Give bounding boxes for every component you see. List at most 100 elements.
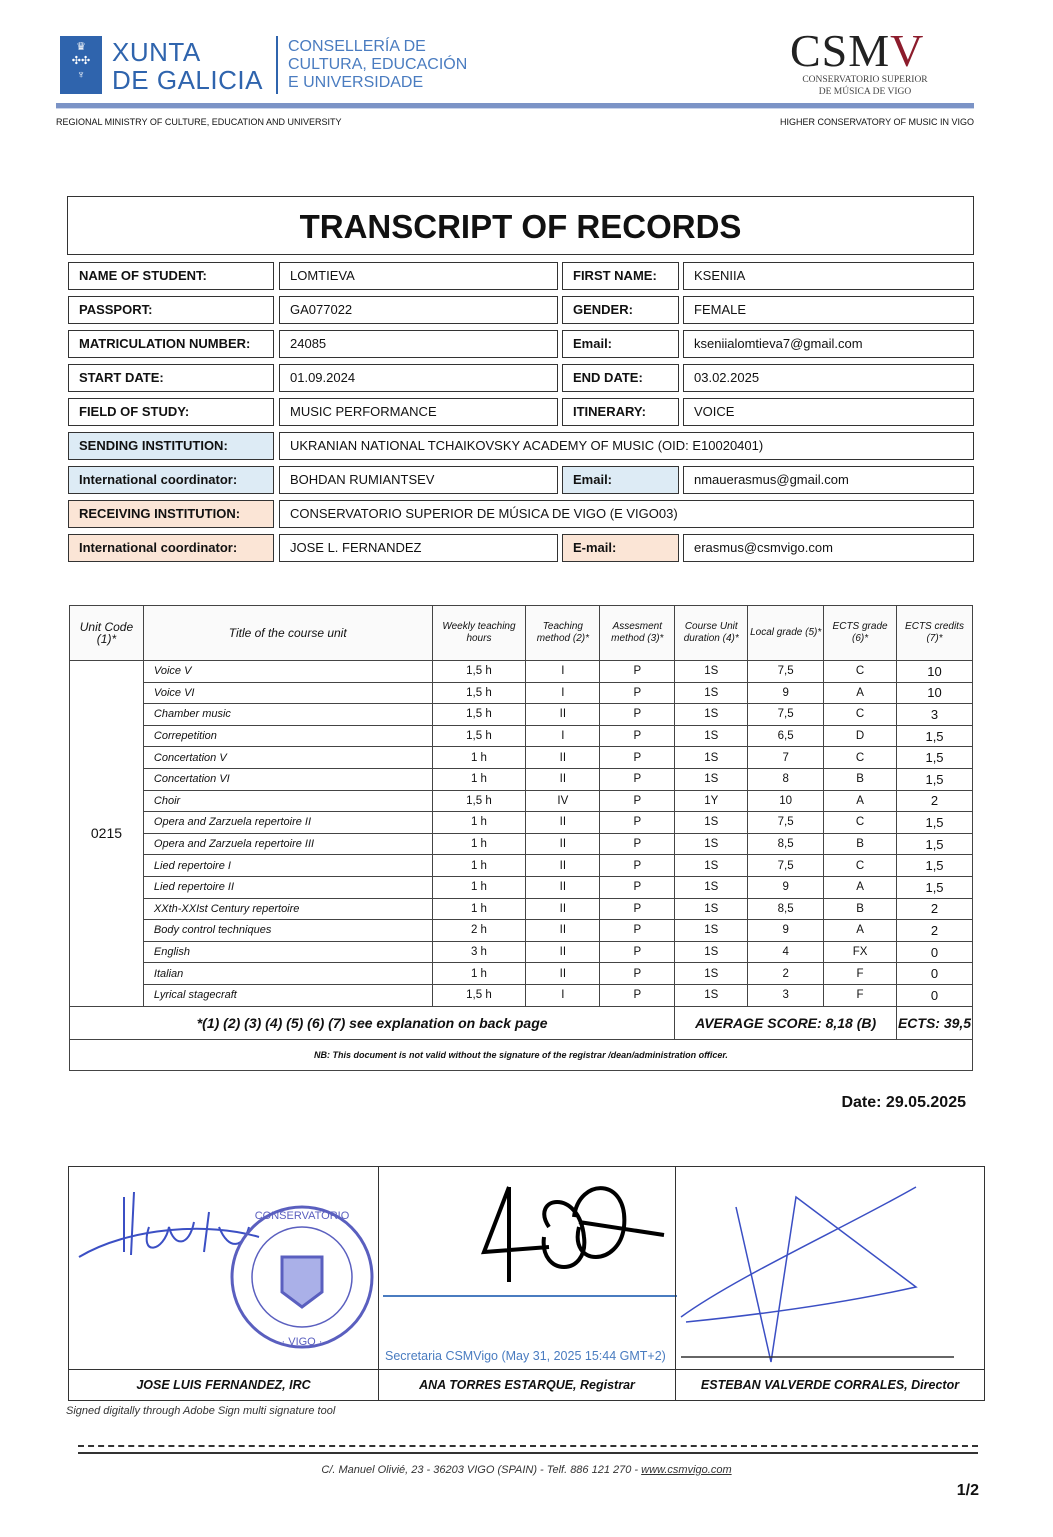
info-first-name: KSENIIA	[683, 262, 974, 290]
ects-grade: C	[823, 811, 898, 834]
assessment-method: P	[599, 811, 676, 834]
weekly-hours: 1,5 h	[431, 703, 527, 726]
assessment-method: P	[599, 746, 676, 769]
nb-row: NB: This document is not valid without t…	[69, 1038, 973, 1071]
table-row: Chamber music 1,5 h II P 1S 7,5 C 3	[70, 703, 973, 726]
svg-text:· VIGO ·: · VIGO ·	[282, 1336, 323, 1348]
weekly-hours: 1 h	[431, 811, 527, 834]
table-row: Opera and Zarzuela repertoire II 1 h II P 1S…	[70, 811, 973, 834]
info-send-coord-label: International coordinator:	[68, 466, 274, 494]
csmv-sub2: DE MÚSICA DE VIGO	[818, 87, 912, 97]
weekly-hours: 1,5 h	[431, 724, 527, 748]
info-matric-label: MATRICULATION NUMBER:	[68, 330, 274, 358]
page-title: TRANSCRIPT OF RECORDS	[67, 196, 974, 255]
csmv-sub1: CONSERVATORIO SUPERIOR	[802, 75, 928, 85]
ects-grade: A	[823, 875, 898, 899]
teaching-method: II	[525, 940, 601, 964]
local-grade: 7,5	[747, 703, 825, 726]
weekly-hours: 1,5 h	[431, 983, 527, 1007]
info-itinerary-label: ITINERARY:	[562, 398, 679, 426]
info-field: MUSIC PERFORMANCE	[279, 398, 558, 426]
page-number: 1/2	[956, 1482, 979, 1499]
table-row: Choir 1,5 h IV P 1Y 10 A 2	[70, 789, 973, 813]
local-grade: 2	[747, 962, 825, 985]
ects-credits: 2	[896, 919, 973, 942]
assessment-method: P	[599, 919, 676, 942]
duration: 1S	[674, 983, 749, 1007]
course-title: Lied repertoire II	[142, 875, 433, 899]
address: C/. Manuel Olivié, 23 - 36203 VIGO (SPAI…	[321, 1464, 642, 1476]
course-table: Unit Code (1)* Title of the course unit We…	[68, 605, 973, 1071]
local-grade: 8	[747, 767, 825, 791]
teaching-method: II	[525, 703, 601, 726]
teaching-method: II	[525, 832, 601, 856]
website-link[interactable]: www.csmvigo.com	[641, 1464, 732, 1476]
ects-credits: 1,5	[896, 724, 973, 748]
weekly-hours: 1 h	[431, 897, 527, 921]
course-title: Concertation VI	[142, 767, 433, 791]
signer-director: ESTEBAN VALVERDE CORRALES, Director	[675, 1369, 985, 1401]
unit-code: 0215	[69, 660, 144, 1007]
footnote: *(1) (2) (3) (4) (5) (6) (7) see explana…	[68, 1005, 676, 1040]
duration: 1S	[674, 767, 749, 791]
ects-grade: B	[823, 832, 898, 856]
course-title: Voice VI	[142, 681, 433, 705]
duration: 1S	[674, 854, 749, 877]
assessment-method: P	[599, 703, 676, 726]
course-title: Concertation V	[142, 746, 433, 769]
teaching-method: II	[525, 919, 601, 942]
conselleria-line3: E UNIVERSIDADE	[288, 74, 424, 91]
course-title: Voice V	[142, 660, 433, 683]
info-gender-label: GENDER:	[562, 296, 679, 324]
local-grade: 7	[747, 746, 825, 769]
weekly-hours: 1 h	[431, 962, 527, 985]
signer-irc: JOSE LUIS FERNANDEZ, IRC	[68, 1369, 379, 1401]
local-grade: 8,5	[747, 832, 825, 856]
ects-grade: C	[823, 746, 898, 769]
course-title: Opera and Zarzuela repertoire II	[142, 811, 433, 834]
ects-credits: 10	[896, 660, 973, 683]
local-grade: 8,5	[747, 897, 825, 921]
info-send-email-label: Email:	[562, 466, 679, 494]
teaching-method: II	[525, 854, 601, 877]
ects-grade: D	[823, 724, 898, 748]
column-header: Local grade (5)*	[747, 605, 825, 661]
signature-irc-image: CONSERVATORIO · VIGO ·	[78, 1191, 374, 1349]
info-field-label: FIELD OF STUDY:	[68, 398, 274, 426]
duration: 1Y	[674, 789, 749, 813]
info-end: 03.02.2025	[683, 364, 974, 392]
info-end-label: END DATE:	[562, 364, 679, 392]
course-title: Lyrical stagecraft	[142, 983, 433, 1007]
divider	[276, 36, 278, 94]
duration: 1S	[674, 919, 749, 942]
info-receiving-label: RECEIVING INSTITUTION:	[68, 500, 274, 528]
ects-grade: FX	[823, 940, 898, 964]
teaching-method: II	[525, 875, 601, 899]
table-row: Lyrical stagecraft 1,5 h I P 1S 3 F 0	[70, 983, 973, 1007]
signature-registrar-image	[480, 1186, 665, 1282]
info-gender: FEMALE	[683, 296, 974, 324]
ects-grade: F	[823, 983, 898, 1007]
column-header: ECTS credits (7)*	[896, 605, 973, 661]
duration: 1S	[674, 940, 749, 964]
column-header: Assesment method (3)*	[599, 605, 676, 661]
xunta-logo: ♛ ✣✣ ♆	[60, 36, 102, 94]
xunta-line2: DE GALICIA	[112, 65, 263, 95]
course-title: Chamber music	[142, 703, 433, 726]
info-email-label: Email:	[562, 330, 679, 358]
local-grade: 4	[747, 940, 825, 964]
conselleria-line1: CONSELLERÍA DE	[288, 38, 426, 55]
table-row: Italian 1 h II P 1S 2 F 0	[70, 962, 973, 985]
table-row: XXth-XXIst Century repertoire 1 h II P 1S 8,5…	[70, 897, 973, 921]
info-passport-label: PASSPORT:	[68, 296, 274, 324]
xunta-line1: XUNTA	[112, 37, 201, 67]
weekly-hours: 2 h	[431, 919, 527, 942]
duration: 1S	[674, 832, 749, 856]
course-title: Lied repertoire I	[142, 854, 433, 877]
local-grade: 10	[747, 789, 825, 813]
conselleria-wordmark: CONSELLERÍA DE CULTURA, EDUCACIÓN E UNIVER…	[288, 38, 467, 92]
weekly-hours: 1 h	[431, 746, 527, 769]
assessment-method: P	[599, 897, 676, 921]
info-send-coord: BOHDAN RUMIANTSEV	[279, 466, 558, 494]
